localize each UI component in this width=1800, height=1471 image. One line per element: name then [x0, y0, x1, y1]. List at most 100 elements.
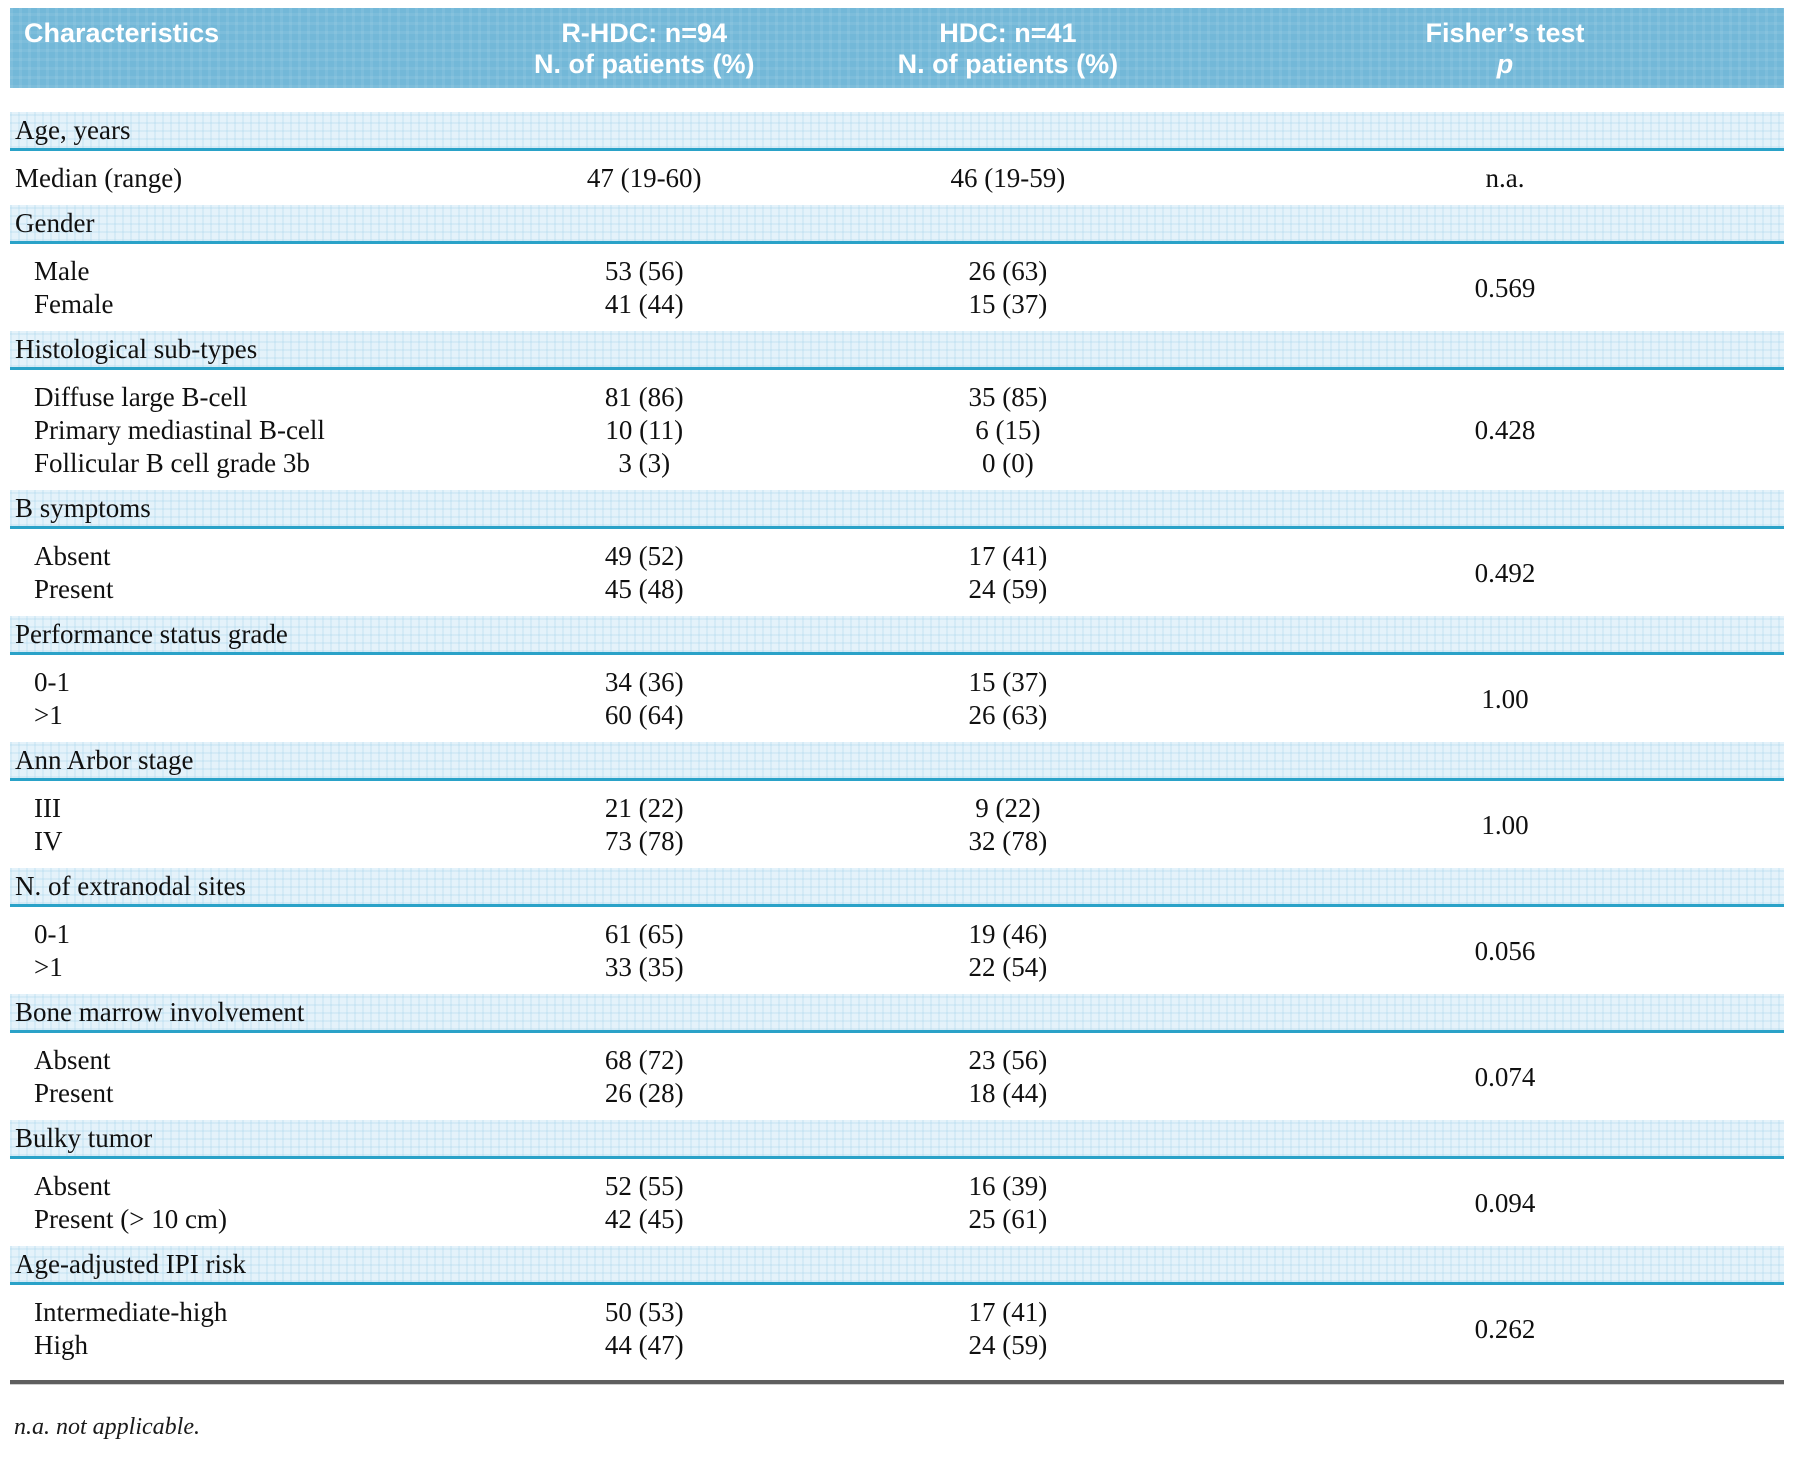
p-value: 0.074 — [1474, 1061, 1536, 1092]
header-characteristics: Characteristics — [10, 8, 454, 88]
hdc-value: 25 (61) — [968, 1204, 1048, 1234]
section-title: N. of extranodal sites — [15, 870, 246, 901]
rhdc-value: 42 (45) — [604, 1204, 684, 1234]
row-label: >1 — [34, 700, 63, 730]
hdc-value: 16 (39) — [968, 1171, 1048, 1201]
table-footnote: n.a. not applicable. — [14, 1414, 200, 1440]
rhdc-value: 68 (72) — [604, 1045, 684, 1075]
section-rows: Diffuse large B-cell 81 (86) 35 (85) Primar… — [10, 370, 1784, 490]
rhdc-value: 60 (64) — [604, 700, 684, 730]
p-value: 0.094 — [1474, 1187, 1536, 1218]
hdc-value: 22 (54) — [968, 952, 1048, 982]
hdc-value: 24 (59) — [968, 574, 1048, 604]
row-label: III — [34, 793, 61, 823]
rhdc-value: 53 (56) — [604, 256, 684, 286]
rhdc-value: 44 (47) — [604, 1330, 684, 1360]
table-section: Performance status grade 0-1 34 (36) 15 (37… — [10, 616, 1784, 742]
table-section: Ann Arbor stage III 21 (22) 9 (22) IV 73 (78)… — [10, 742, 1784, 868]
p-value: 1.00 — [1481, 809, 1529, 840]
p-value: 0.492 — [1474, 557, 1536, 588]
rhdc-value: 81 (86) — [604, 382, 684, 412]
rhdc-value: 3 (3) — [618, 448, 671, 478]
p-value: n.a. — [1485, 163, 1525, 193]
section-title-band: B symptoms — [10, 490, 1784, 529]
table-section: B symptoms Absent 49 (52) 17 (41) Present 45 … — [10, 490, 1784, 616]
section-rows: Male 53 (56) 26 (63) Female 41 (44) 15 (37) 0.… — [10, 244, 1784, 331]
p-value: 0.428 — [1474, 415, 1536, 445]
table-section: Age, years Median (range) 47 (19-60) 46 (19… — [10, 112, 1784, 205]
section-title-band: Age-adjusted IPI risk — [10, 1246, 1784, 1285]
section-rows: Absent 49 (52) 17 (41) Present 45 (48) 24 (59… — [10, 529, 1784, 616]
header-fishers-line1: Fisher’s test — [1425, 18, 1585, 48]
p-value: 0.262 — [1474, 1313, 1536, 1344]
section-title: Histological sub-types — [15, 333, 258, 364]
section-title-band: Gender — [10, 205, 1784, 244]
header-rhdc-line1: R-HDC: n=94 — [561, 18, 728, 48]
table-bottom-rule — [10, 1380, 1784, 1385]
rhdc-value: 61 (65) — [604, 919, 684, 949]
row-label: Male — [34, 256, 90, 286]
rhdc-value: 41 (44) — [604, 289, 684, 319]
table-section: Age-adjusted IPI risk Intermediate-high 50… — [10, 1246, 1784, 1372]
hdc-value: 23 (56) — [968, 1045, 1048, 1075]
row-label: Intermediate-high — [34, 1297, 228, 1327]
hdc-value: 6 (15) — [975, 415, 1041, 445]
row-label: 0-1 — [34, 667, 70, 697]
hdc-value: 26 (63) — [968, 256, 1048, 286]
section-rows: Absent 68 (72) 23 (56) Present 26 (28) 18 (44… — [10, 1033, 1784, 1120]
row-label: Median (range) — [15, 163, 183, 193]
row-label: Present (> 10 cm) — [34, 1204, 227, 1234]
section-title: Gender — [15, 207, 95, 238]
section-title: Ann Arbor stage — [15, 744, 194, 775]
hdc-value: 35 (85) — [968, 382, 1048, 412]
table-section: Histological sub-types Diffuse large B-ce… — [10, 331, 1784, 490]
row-label: IV — [34, 826, 63, 856]
row-label: Absent — [34, 541, 111, 571]
header-rhdc-line2: N. of patients (%) — [533, 49, 755, 79]
rhdc-value: 73 (78) — [604, 826, 684, 856]
hdc-value: 46 (19-59) — [950, 163, 1066, 193]
rhdc-value: 49 (52) — [604, 541, 684, 571]
section-title-band: N. of extranodal sites — [10, 868, 1784, 907]
hdc-value: 32 (78) — [968, 826, 1048, 856]
rhdc-value: 34 (36) — [604, 667, 684, 697]
p-value: 1.00 — [1481, 683, 1529, 714]
header-fishers-test: Fisher’s test p — [1181, 8, 1784, 88]
header-p-label: p — [1496, 49, 1514, 79]
row-label: Diffuse large B-cell — [34, 382, 248, 412]
row-label: Present — [34, 1078, 114, 1108]
row-label: Absent — [34, 1171, 111, 1201]
rhdc-value: 10 (11) — [605, 415, 684, 445]
header-hdc-line1: HDC: n=41 — [939, 18, 1077, 48]
hdc-value: 19 (46) — [968, 919, 1048, 949]
hdc-value: 0 (0) — [982, 448, 1034, 478]
section-title: Performance status grade — [15, 618, 288, 649]
row-label: Present — [34, 574, 114, 604]
section-rows: 0-1 34 (36) 15 (37) >1 60 (64) 26 (63) 1.00 — [10, 655, 1784, 742]
section-title: Age, years — [15, 114, 131, 145]
section-title-band: Bone marrow involvement — [10, 994, 1784, 1033]
row-label: High — [34, 1330, 88, 1360]
hdc-value: 17 (41) — [968, 541, 1048, 571]
section-rows: III 21 (22) 9 (22) IV 73 (78) 32 (78) 1.00 — [10, 781, 1784, 868]
table-section: Bone marrow involvement Absent 68 (72) 23 (… — [10, 994, 1784, 1120]
rhdc-value: 33 (35) — [604, 952, 684, 982]
characteristics-table: Characteristics R-HDC: n=94 N. of patien… — [10, 8, 1784, 1441]
rhdc-value: 47 (19-60) — [586, 163, 702, 193]
header-fishers-line2: p — [1497, 49, 1514, 80]
hdc-value: 9 (22) — [975, 793, 1041, 823]
hdc-value: 15 (37) — [968, 289, 1048, 319]
hdc-value: 17 (41) — [968, 1297, 1048, 1327]
section-title: Bone marrow involvement — [15, 996, 305, 1027]
section-rows: Median (range) 47 (19-60) 46 (19-59) n.a. — [10, 151, 1784, 205]
table-body: Age, years Median (range) 47 (19-60) 46 (19… — [10, 112, 1784, 1372]
section-title-band: Performance status grade — [10, 616, 1784, 655]
section-title-band: Histological sub-types — [10, 331, 1784, 370]
rhdc-value: 26 (28) — [604, 1078, 684, 1108]
p-value: 0.569 — [1474, 272, 1536, 303]
section-title: Age-adjusted IPI risk — [15, 1248, 246, 1279]
hdc-value: 18 (44) — [968, 1078, 1048, 1108]
section-title: B symptoms — [15, 492, 151, 523]
section-title-band: Ann Arbor stage — [10, 742, 1784, 781]
